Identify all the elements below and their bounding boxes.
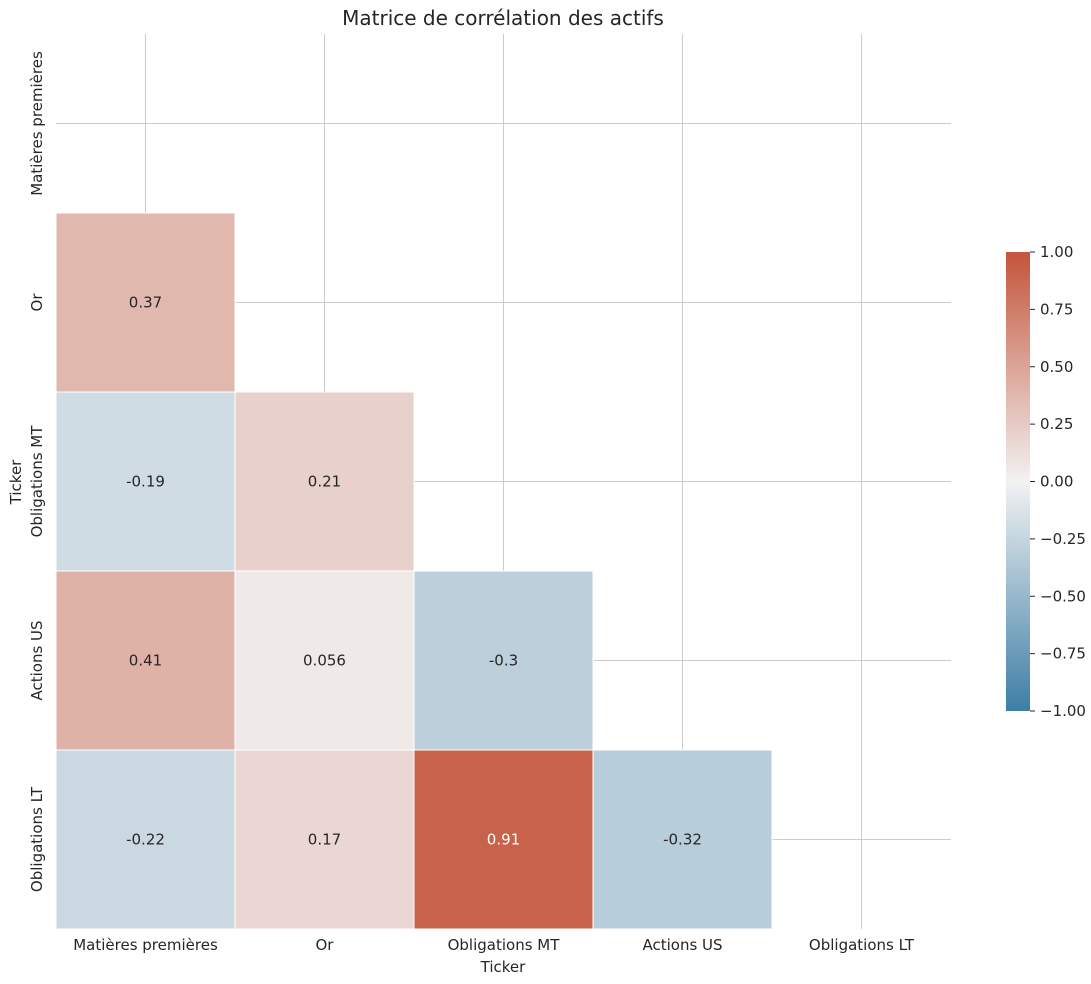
colorbar-tick-label: 1.00 <box>1040 243 1073 261</box>
cell-value-label: 0.21 <box>308 473 341 491</box>
y-tick-label: Matières premières <box>28 51 46 196</box>
heatmap-cell <box>55 212 236 393</box>
heatmap-cell <box>413 749 594 930</box>
cell-value-label: -0.22 <box>126 831 165 849</box>
colorbar-tick-label: −0.50 <box>1040 587 1086 605</box>
colorbar-tick-label: −0.25 <box>1040 530 1086 548</box>
chart-title: Matrice de corrélation des actifs <box>342 6 664 30</box>
colorbar-tick-label: −0.75 <box>1040 645 1086 663</box>
colorbar-ticks: 1.00 0.75 0.50 0.25 0.00 −0.25 −0.50 −0.75 −1.00 <box>1030 243 1086 720</box>
heatmap-cell <box>592 749 773 930</box>
heatmap-cell <box>234 570 415 751</box>
heatmap-cell <box>55 570 236 751</box>
x-tick-label: Actions US <box>642 936 722 954</box>
colorbar-tick-label: 0.75 <box>1040 300 1073 318</box>
y-tick-label: Or <box>28 293 46 312</box>
heatmap-cells: 0.37 -0.19 0.21 0.41 0.056 -0.3 -0.22 0.17 0.91 -… <box>55 212 773 930</box>
cell-value-label: 0.17 <box>308 831 341 849</box>
y-tick-label: Actions US <box>28 620 46 700</box>
x-tick-label: Or <box>316 936 335 954</box>
cell-value-label: 0.91 <box>487 831 520 849</box>
cell-value-label: -0.32 <box>663 831 702 849</box>
heatmap-cell <box>413 570 594 751</box>
x-tick-label: Obligations MT <box>448 936 561 954</box>
colorbar-tick-label: 0.00 <box>1040 473 1073 491</box>
cell-value-label: 0.41 <box>129 652 162 670</box>
x-axis-label: Ticker <box>480 958 526 976</box>
axis-tick-labels: Matières premières Matières premières Or Or… <box>28 51 915 954</box>
cell-value-label: 0.37 <box>129 294 162 312</box>
colorbar-gradient <box>1006 252 1030 711</box>
cell-value-label: -0.19 <box>126 473 165 491</box>
heatmap-cell <box>55 391 236 572</box>
colorbar: 1.00 0.75 0.50 0.25 0.00 −0.25 −0.50 −0.75 −1.00 <box>1006 243 1086 720</box>
colorbar-tick-label: 0.25 <box>1040 415 1073 433</box>
colorbar-tick-label: −1.00 <box>1040 702 1086 720</box>
x-tick-label: Matières premières <box>73 936 218 954</box>
cell-value-label: 0.056 <box>303 652 346 670</box>
heatmap-cell <box>55 749 236 930</box>
heatmap-cell <box>234 749 415 930</box>
y-tick-label: Obligations MT <box>28 425 46 538</box>
x-tick-label: Obligations LT <box>809 936 915 954</box>
colorbar-tick-label: 0.50 <box>1040 358 1073 376</box>
y-axis-label: Ticker <box>7 459 25 505</box>
cell-value-label: -0.3 <box>489 652 518 670</box>
y-tick-label: Obligations LT <box>28 786 46 892</box>
